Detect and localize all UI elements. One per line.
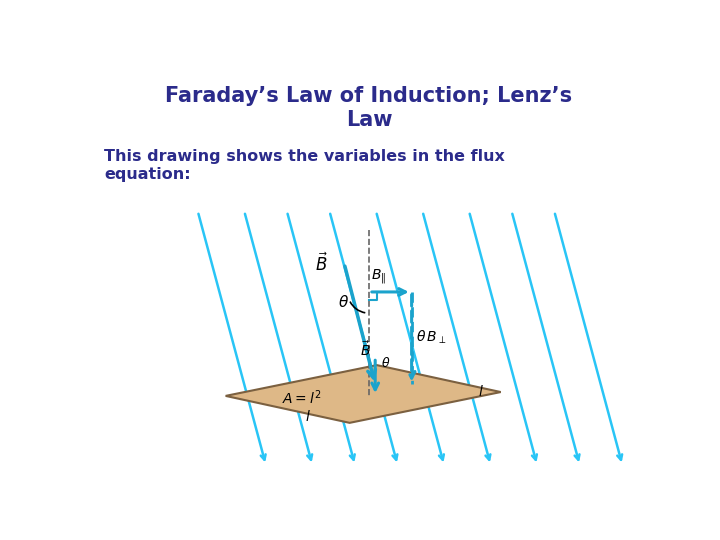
Text: Faraday’s Law of Induction; Lenz’s
Law: Faraday’s Law of Induction; Lenz’s Law bbox=[166, 86, 572, 130]
Text: $\theta\,B_{\perp}$: $\theta\,B_{\perp}$ bbox=[415, 329, 446, 346]
Text: $\vec{B}$: $\vec{B}$ bbox=[360, 340, 370, 359]
Text: This drawing shows the variables in the flux
equation:: This drawing shows the variables in the … bbox=[104, 150, 505, 182]
Text: $\vec{B}$: $\vec{B}$ bbox=[315, 253, 328, 275]
Text: $\theta$: $\theta$ bbox=[381, 356, 390, 370]
Text: $l$: $l$ bbox=[477, 384, 483, 399]
Text: $A = l^2$: $A = l^2$ bbox=[282, 388, 322, 407]
Text: $B_{\|}$: $B_{\|}$ bbox=[372, 267, 387, 286]
Text: $\theta$: $\theta$ bbox=[338, 294, 349, 310]
Text: $l$: $l$ bbox=[305, 409, 311, 424]
Polygon shape bbox=[225, 365, 500, 423]
